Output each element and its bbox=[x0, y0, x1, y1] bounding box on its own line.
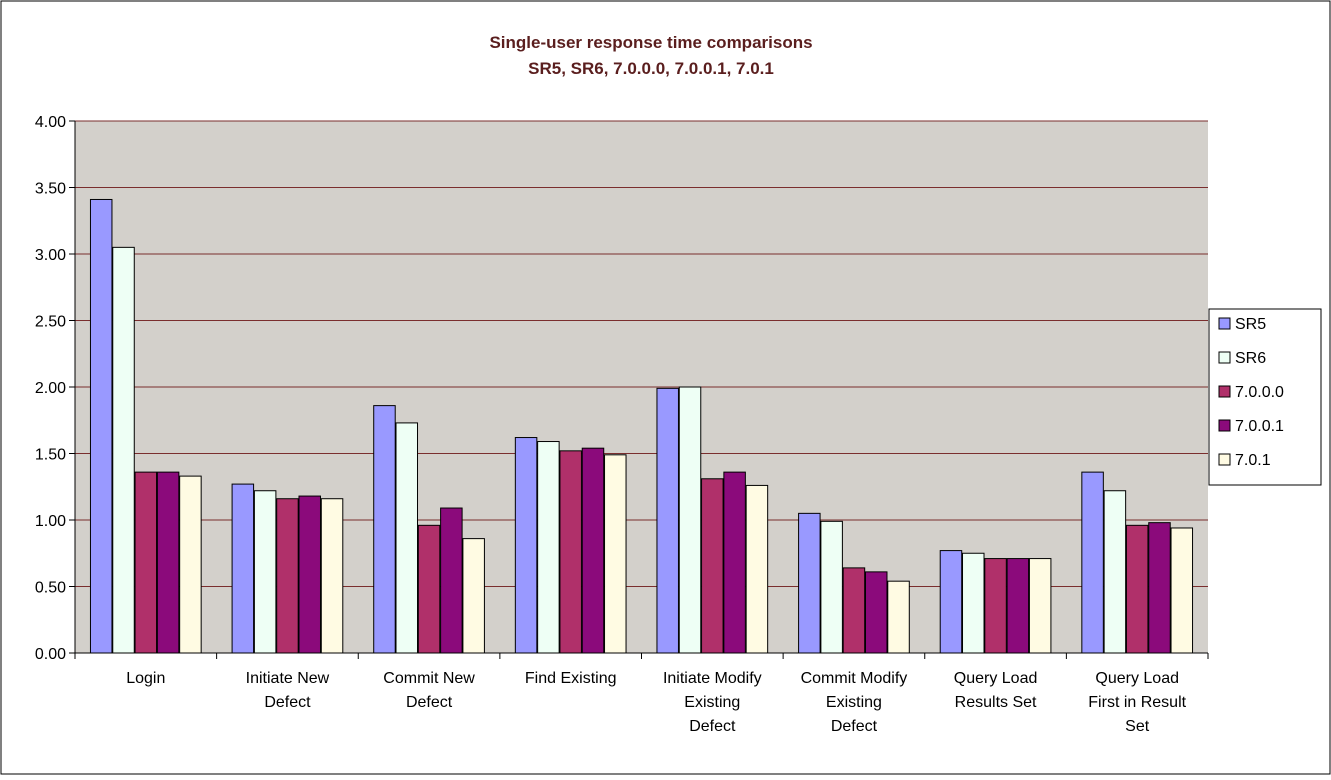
bar-SR6-4 bbox=[678, 386, 702, 654]
y-tick-label: 3.00 bbox=[35, 247, 66, 264]
bars bbox=[89, 198, 1194, 654]
bar-SR6-5 bbox=[820, 520, 843, 654]
y-tick-label: 4.00 bbox=[35, 114, 66, 131]
x-tick-label: Query Load bbox=[954, 670, 1038, 687]
legend-swatch bbox=[1218, 419, 1231, 432]
x-axis-labels: Login Initiate New Defect Commit New Defect F… bbox=[74, 653, 1209, 735]
y-tick-label: 1.50 bbox=[35, 447, 66, 464]
legend-swatch bbox=[1218, 453, 1231, 466]
bar-SR5-3 bbox=[514, 437, 538, 654]
y-tick-label: 3.50 bbox=[35, 181, 66, 198]
bar-7-0-0-1-4 bbox=[723, 471, 746, 654]
x-tick-label: Initiate New bbox=[246, 670, 330, 687]
x-tick-label: Commit Modify bbox=[801, 670, 908, 687]
x-tick-label: Find Existing bbox=[525, 670, 617, 687]
bar-7-0-0-1-1 bbox=[298, 495, 321, 654]
x-tick-label: Defect bbox=[406, 694, 453, 711]
y-axis-ticks: 0.00 0.50 1.00 1.50 2.00 2.50 3.00 3.50 4.00 bbox=[35, 114, 75, 663]
x-tick-label: Defect bbox=[689, 718, 736, 735]
legend: SR5 SR6 7.0.0.0 7.0.0.1 7.0.1 bbox=[1218, 316, 1284, 469]
bar-7-0-0-0-6 bbox=[984, 558, 1007, 654]
bar-7-0-0-1-0 bbox=[156, 471, 180, 654]
x-tick-label: Results Set bbox=[955, 694, 1037, 711]
legend-swatch bbox=[1218, 317, 1231, 330]
bar-SR5-7 bbox=[1081, 471, 1104, 654]
legend-swatch bbox=[1218, 351, 1231, 364]
y-tick-label: 1.00 bbox=[35, 513, 66, 530]
bar-7-0-0-0-3 bbox=[559, 450, 582, 654]
bar-7-0-0-0-4 bbox=[701, 478, 724, 654]
x-tick-label: First in Result bbox=[1088, 694, 1186, 711]
bar-SR5-0 bbox=[89, 198, 113, 654]
bar-SR6-0 bbox=[112, 246, 135, 654]
bar-7-0-1-2 bbox=[462, 538, 485, 654]
bar-7-0-0-0-0 bbox=[134, 471, 158, 654]
bar-7-0-1-3 bbox=[604, 454, 627, 654]
bar-7-0-0-1-6 bbox=[1006, 558, 1030, 654]
bar-SR6-2 bbox=[395, 422, 419, 654]
x-tick-label: Set bbox=[1125, 718, 1150, 735]
x-tick-label: Existing bbox=[826, 694, 882, 711]
y-tick-label: 2.00 bbox=[35, 380, 66, 397]
y-tick-label: 0.00 bbox=[35, 646, 66, 663]
bar-SR6-1 bbox=[253, 490, 277, 654]
bar-7-0-0-1-7 bbox=[1148, 522, 1171, 654]
x-tick-label: Login bbox=[126, 670, 165, 687]
bar-7-0-1-4 bbox=[745, 484, 769, 654]
x-tick-label: Existing bbox=[684, 694, 740, 711]
bar-7-0-0-0-7 bbox=[1125, 524, 1149, 654]
bar-7-0-0-1-2 bbox=[440, 507, 463, 654]
bar-7-0-0-0-2 bbox=[417, 524, 441, 654]
legend-label: SR5 bbox=[1235, 316, 1266, 333]
bar-SR5-1 bbox=[231, 483, 255, 654]
bar-7-0-1-0 bbox=[179, 475, 202, 654]
x-tick-label: Defect bbox=[831, 718, 878, 735]
bar-SR5-5 bbox=[798, 512, 821, 654]
bar-7-0-1-5 bbox=[887, 580, 910, 654]
y-tick-label: 0.50 bbox=[35, 580, 66, 597]
bar-7-0-1-6 bbox=[1028, 558, 1052, 654]
bar-7-0-1-1 bbox=[320, 498, 344, 654]
x-tick-label: Defect bbox=[264, 694, 311, 711]
bar-7-0-1-7 bbox=[1170, 527, 1194, 654]
bar-SR5-4 bbox=[656, 387, 679, 654]
chart-subtitle: SR5, SR6, 7.0.0.0, 7.0.0.1, 7.0.1 bbox=[528, 59, 774, 78]
bar-SR6-7 bbox=[1103, 490, 1127, 654]
bar-SR5-6 bbox=[939, 550, 963, 654]
bar-SR6-3 bbox=[537, 441, 560, 654]
bar-7-0-0-0-5 bbox=[842, 567, 866, 654]
bar-7-0-0-1-3 bbox=[581, 447, 605, 654]
chart-title: Single-user response time comparisons bbox=[489, 33, 812, 52]
x-tick-label: Commit New bbox=[383, 670, 475, 687]
legend-swatch bbox=[1218, 385, 1231, 398]
legend-label: SR6 bbox=[1235, 350, 1266, 367]
bar-SR5-2 bbox=[373, 405, 396, 654]
x-tick-label: Query Load bbox=[1095, 670, 1179, 687]
legend-label: 7.0.0.1 bbox=[1235, 418, 1284, 435]
x-tick-label: Initiate Modify bbox=[663, 670, 762, 687]
bar-7-0-0-0-1 bbox=[276, 498, 299, 654]
y-tick-label: 2.50 bbox=[35, 314, 66, 331]
bar-SR6-6 bbox=[962, 552, 985, 654]
legend-label: 7.0.1 bbox=[1235, 452, 1271, 469]
legend-label: 7.0.0.0 bbox=[1235, 384, 1284, 401]
bar-7-0-0-1-5 bbox=[864, 571, 888, 654]
